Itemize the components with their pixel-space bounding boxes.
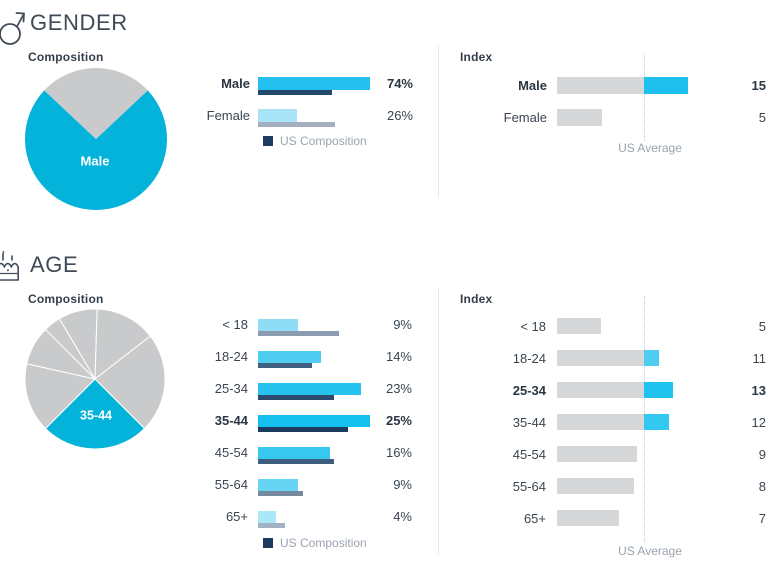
row-label: Female [503,110,547,125]
row-label: 25-34 [512,383,546,398]
row-label: Male [221,76,250,91]
gender-index-label: Index [460,50,493,64]
index-bar [557,77,644,94]
composition-bar [258,479,299,491]
pie-slice [45,318,96,380]
row-label: 18-24 [214,349,248,364]
pie-slice [25,90,167,210]
row-value: 5 [758,110,766,125]
gender-us-average-label: US Average [618,141,682,155]
row-label: 45-54 [214,445,248,460]
row-value: 23% [385,381,412,396]
row-value: 16% [385,445,412,460]
gender-composition-label: Composition [28,50,104,64]
us-composition-legend-label: US Composition [280,134,367,148]
row-label: 35-44 [512,415,546,430]
age-panel-divider [438,287,439,555]
pie-slice [45,378,145,449]
row-label: 18-24 [512,351,546,366]
composition-bar [258,351,321,363]
composition-bar [258,319,299,331]
row-label: 55-64 [214,477,248,492]
row-label: Female [206,108,250,123]
row-value: 15 [751,78,766,93]
us-composition-legend-label: US Composition [280,536,367,550]
us-composition-bar [258,427,348,432]
pie-slice-label: 35-44 [80,408,112,422]
row-value: 26% [386,108,413,123]
us-composition-bar [258,523,285,528]
row-label: 35-44 [214,413,248,428]
us-composition-bar [258,363,312,368]
pie-slice [94,309,151,380]
us-composition-bar [258,331,339,336]
age-index-label: Index [460,292,493,306]
composition-bar [258,109,298,122]
row-value: 9 [758,447,766,462]
row-value: 25% [385,413,412,428]
row-label: < 18 [520,319,546,334]
row-value: 9% [393,317,412,332]
row-value: 12 [751,415,766,430]
pie-slice [44,68,148,139]
row-value: 14% [385,349,412,364]
gender-legend: US Composition [263,134,367,148]
index-bar [557,414,644,430]
gender-panel-divider [438,45,439,198]
row-label: 55-64 [512,479,546,494]
composition-bar [258,383,362,395]
us-composition-legend-swatch [263,136,273,146]
row-label: 65+ [523,511,546,526]
row-label: 45-54 [512,447,546,462]
age-legend: US Composition [263,536,367,550]
us-composition-bar [258,459,335,464]
row-value: 9% [393,477,412,492]
us-composition-bar [258,491,303,496]
pie-slice [25,363,96,429]
index-over-bar [644,350,659,366]
index-bar [557,109,603,126]
index-over-bar [644,77,688,94]
composition-bar [258,415,370,427]
composition-bar [258,77,370,90]
index-over-bar [644,414,670,430]
index-bar [557,318,602,334]
row-value: 8 [758,479,766,494]
row-value: 7 [758,511,766,526]
row-label: Male [518,78,547,93]
row-value: 5 [758,319,766,334]
row-value: 13 [751,383,766,398]
age-section-title: AGE [30,252,79,277]
pie-slice-label: Male [81,153,110,168]
age-us-average-label: US Average [618,544,682,558]
index-bar [557,510,619,526]
index-bar [557,350,644,366]
age-composition-pie: 35-44 [25,309,165,449]
gender-section-title: GENDER [30,10,128,35]
gender-us-average-line [644,54,645,141]
row-label: < 18 [222,317,248,332]
composition-bar [258,447,330,459]
pie-slice [94,335,165,429]
birthday-cake-icon [0,250,19,281]
us-composition-bar [258,90,333,95]
row-value: 11 [752,351,767,366]
us-composition-bar [258,122,336,127]
male-gender-icon [0,12,25,45]
row-value: 74% [386,76,413,91]
row-label: 25-34 [214,381,248,396]
index-bar [557,382,644,398]
row-value: 4% [393,509,412,524]
us-composition-bar [258,395,335,400]
composition-bar [258,511,276,523]
index-over-bar [644,382,673,398]
age-composition-label: Composition [28,292,104,306]
gender-composition-pie: Male [25,68,167,210]
index-bar [557,478,634,494]
us-composition-legend-swatch [263,538,273,548]
index-bar [557,446,638,462]
row-label: 65+ [225,509,248,524]
